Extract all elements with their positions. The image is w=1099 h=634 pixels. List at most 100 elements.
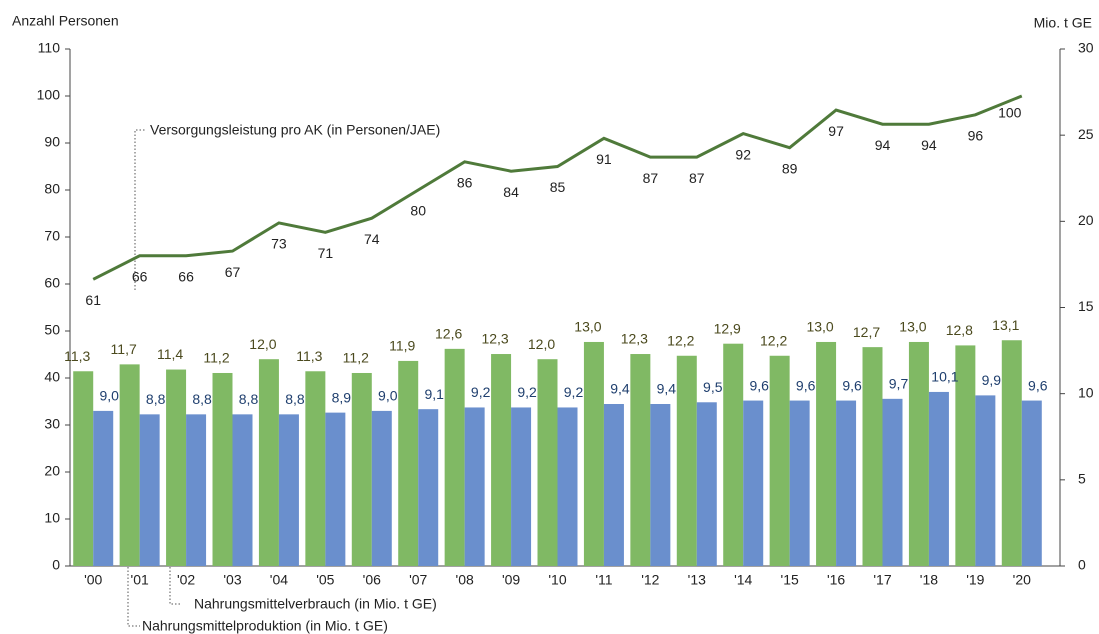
y2-tick-label: 15 bbox=[1078, 298, 1094, 314]
y2-tick-label: 20 bbox=[1078, 212, 1094, 228]
bar-value-label: 9,2 bbox=[564, 384, 584, 400]
bar-value-label: 12,7 bbox=[853, 324, 880, 340]
y2-tick-label: 5 bbox=[1078, 471, 1086, 487]
bar bbox=[975, 395, 996, 566]
bar bbox=[769, 355, 790, 566]
y-tick-label: 10 bbox=[44, 510, 60, 526]
line-value-label: 80 bbox=[410, 203, 426, 219]
bar-value-label: 11,3 bbox=[296, 348, 322, 364]
line-callout: Versorgungsleistung pro AK (in Personen/… bbox=[150, 122, 440, 138]
bar-value-label: 9,2 bbox=[517, 384, 537, 400]
bar-value-label: 12,0 bbox=[528, 336, 555, 352]
bar-value-label: 9,9 bbox=[982, 372, 1002, 388]
x-tick-label: '17 bbox=[873, 572, 891, 588]
bar-value-label: 9,4 bbox=[610, 381, 630, 397]
bar-value-label: 9,6 bbox=[796, 377, 816, 393]
x-tick-label: '06 bbox=[363, 572, 381, 588]
bar bbox=[743, 400, 764, 566]
bar bbox=[583, 341, 604, 566]
line-value-label: 94 bbox=[875, 137, 891, 153]
bar-value-label: 12,3 bbox=[481, 331, 508, 347]
bar-value-label: 9,1 bbox=[424, 386, 444, 402]
bar-value-label: 9,6 bbox=[1028, 377, 1048, 393]
bar bbox=[305, 371, 326, 566]
bar bbox=[491, 354, 512, 566]
x-tick-label: '09 bbox=[502, 572, 520, 588]
y-tick-label: 110 bbox=[38, 40, 61, 56]
bar bbox=[676, 355, 697, 566]
bar-value-label: 11,2 bbox=[203, 350, 229, 366]
bar-value-label: 8,8 bbox=[146, 391, 166, 407]
bar-value-label: 12,2 bbox=[760, 332, 787, 348]
x-tick-label: '01 bbox=[131, 572, 149, 588]
y-tick-label: 60 bbox=[44, 275, 60, 291]
bar bbox=[1021, 400, 1042, 566]
line-value-label: 73 bbox=[271, 236, 287, 252]
x-tick-label: '11 bbox=[595, 572, 612, 588]
bar bbox=[816, 341, 837, 566]
y-tick-label: 80 bbox=[44, 181, 60, 197]
line bbox=[92, 94, 1023, 281]
bar-value-label: 10,1 bbox=[931, 369, 958, 385]
line-value-label: 91 bbox=[596, 151, 612, 167]
leader-line bbox=[127, 546, 140, 627]
line-value-label: 66 bbox=[132, 269, 148, 285]
line-value-label: 94 bbox=[921, 137, 937, 153]
bar bbox=[166, 369, 187, 566]
bar-value-label: 12,0 bbox=[249, 336, 276, 352]
line-value-label: 85 bbox=[550, 179, 566, 195]
bar-value-label: 12,9 bbox=[714, 320, 741, 336]
bar bbox=[186, 414, 207, 566]
bar bbox=[537, 359, 558, 566]
line-value-label: 96 bbox=[968, 128, 984, 144]
y2-tick-label: 10 bbox=[1078, 384, 1094, 400]
line-value-label: 97 bbox=[828, 123, 844, 139]
bar-value-label: 9,6 bbox=[749, 377, 769, 393]
bar-value-label: 8,8 bbox=[285, 391, 305, 407]
bar-value-label: 12,2 bbox=[667, 332, 694, 348]
bar-value-label: 13,0 bbox=[899, 319, 926, 335]
y-tick-label: 100 bbox=[37, 87, 61, 103]
bar bbox=[371, 410, 392, 566]
y2-tick-label: 25 bbox=[1078, 126, 1094, 142]
bar-value-label: 13,1 bbox=[992, 317, 1019, 333]
bar bbox=[418, 409, 439, 566]
bar-value-label: 13,0 bbox=[574, 319, 601, 335]
line-value-label: 66 bbox=[178, 269, 194, 285]
bar bbox=[258, 359, 279, 566]
leader-line bbox=[134, 129, 146, 290]
bar-value-label: 12,8 bbox=[946, 322, 973, 338]
x-tick-label: '02 bbox=[177, 572, 195, 588]
x-tick-label: '00 bbox=[84, 572, 102, 588]
bar bbox=[862, 347, 883, 566]
y-tick-label: 20 bbox=[44, 463, 60, 479]
bar bbox=[119, 364, 140, 566]
bar-value-label: 9,6 bbox=[842, 377, 862, 393]
bar bbox=[557, 407, 578, 566]
line-value-label: 87 bbox=[643, 170, 659, 186]
y2-tick-label: 0 bbox=[1078, 557, 1086, 573]
bar bbox=[603, 404, 624, 566]
x-tick-label: '18 bbox=[920, 572, 938, 588]
line-value-label: 92 bbox=[735, 146, 751, 162]
bar-value-label: 8,8 bbox=[239, 391, 259, 407]
bar-value-label: 13,0 bbox=[806, 319, 833, 335]
x-tick-label: '20 bbox=[1013, 572, 1031, 588]
x-tick-label: '03 bbox=[223, 572, 241, 588]
y-tick-label: 0 bbox=[52, 557, 60, 573]
y-tick-label: 40 bbox=[44, 369, 60, 385]
line-value-label: 87 bbox=[689, 170, 705, 186]
line-value-label: 74 bbox=[364, 231, 380, 247]
bar-value-label: 9,2 bbox=[471, 384, 491, 400]
bar bbox=[650, 404, 671, 566]
bar-value-label: 9,0 bbox=[378, 388, 398, 404]
bar bbox=[232, 414, 253, 566]
bar-value-label: 9,5 bbox=[703, 379, 723, 395]
line-value-label: 86 bbox=[457, 175, 473, 191]
bar-value-label: 12,3 bbox=[621, 331, 648, 347]
bar-value-label: 9,0 bbox=[99, 388, 119, 404]
x-tick-label: '07 bbox=[409, 572, 427, 588]
x-tick-label: '04 bbox=[270, 572, 288, 588]
bar bbox=[278, 414, 299, 566]
